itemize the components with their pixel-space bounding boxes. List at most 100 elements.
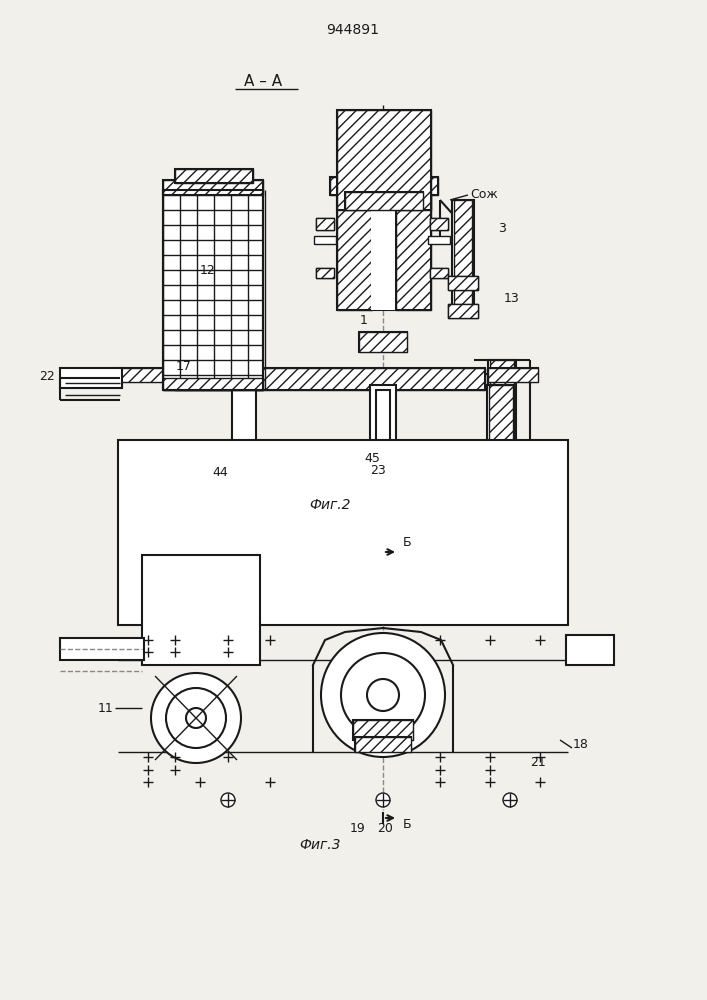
Bar <box>454 200 472 315</box>
Bar <box>370 498 396 508</box>
Bar <box>175 368 485 390</box>
Bar <box>354 452 406 470</box>
Circle shape <box>503 793 517 807</box>
Bar <box>330 177 438 195</box>
Bar <box>218 452 270 470</box>
Bar <box>488 360 516 450</box>
Text: 944891: 944891 <box>327 23 380 37</box>
Bar <box>316 218 334 230</box>
Bar <box>175 368 485 390</box>
Bar <box>448 276 478 290</box>
Circle shape <box>221 793 235 807</box>
Bar <box>316 268 334 278</box>
Text: 3: 3 <box>498 222 506 234</box>
Bar <box>452 200 474 315</box>
Bar <box>483 445 519 455</box>
Bar <box>163 180 263 195</box>
Bar <box>430 268 448 278</box>
Text: 1: 1 <box>360 314 368 326</box>
Bar <box>163 190 263 390</box>
Bar <box>368 155 398 165</box>
Bar <box>337 110 431 210</box>
Bar <box>175 169 253 183</box>
Bar <box>373 510 393 518</box>
Bar <box>228 445 260 455</box>
Bar <box>488 368 538 382</box>
Bar <box>370 498 396 508</box>
Text: 12: 12 <box>200 263 216 276</box>
Bar <box>396 178 431 310</box>
Text: 11: 11 <box>98 702 113 714</box>
Circle shape <box>243 472 253 482</box>
Bar <box>120 368 178 382</box>
Bar <box>370 178 396 310</box>
Bar <box>353 720 413 740</box>
Circle shape <box>186 708 206 728</box>
Bar <box>371 210 395 310</box>
Bar <box>118 440 568 625</box>
Bar <box>488 368 538 382</box>
Bar <box>142 555 260 665</box>
Text: Б: Б <box>403 536 411 550</box>
Bar <box>378 138 388 160</box>
Bar <box>314 236 336 244</box>
Bar <box>175 169 253 183</box>
Text: 44: 44 <box>212 466 228 479</box>
Text: 17: 17 <box>176 360 192 372</box>
Circle shape <box>381 472 391 482</box>
Bar <box>376 390 390 450</box>
Bar <box>359 332 407 352</box>
Bar <box>316 268 334 278</box>
Bar <box>353 720 413 740</box>
Text: Фиг.2: Фиг.2 <box>309 498 351 512</box>
Bar <box>487 385 515 450</box>
Text: Б: Б <box>403 818 411 832</box>
Bar <box>430 268 448 278</box>
Bar <box>482 452 534 470</box>
Bar <box>366 445 400 455</box>
Circle shape <box>151 673 241 763</box>
Bar <box>448 304 478 318</box>
Bar <box>377 114 389 120</box>
Bar <box>370 385 396 450</box>
Text: 20: 20 <box>377 822 393 834</box>
Bar <box>60 368 122 388</box>
Bar <box>60 638 144 660</box>
Bar <box>489 385 513 450</box>
Bar <box>120 368 178 382</box>
Bar <box>359 332 407 352</box>
Circle shape <box>166 688 226 748</box>
Bar <box>482 452 534 470</box>
Bar <box>345 192 423 210</box>
Bar <box>337 110 431 210</box>
Circle shape <box>341 653 425 737</box>
Bar <box>375 120 391 128</box>
Bar <box>218 452 270 470</box>
Text: 23: 23 <box>370 464 386 477</box>
Bar <box>430 218 448 230</box>
Bar <box>163 180 263 195</box>
Circle shape <box>321 633 445 757</box>
Bar <box>330 177 438 195</box>
Circle shape <box>367 679 399 711</box>
Text: 22: 22 <box>40 369 55 382</box>
Bar <box>337 178 372 310</box>
Text: 18: 18 <box>573 738 589 752</box>
Bar <box>368 155 398 165</box>
Bar <box>163 190 263 390</box>
Bar <box>355 737 411 752</box>
Bar <box>396 178 431 310</box>
Bar <box>448 304 478 318</box>
Text: Фиг.3: Фиг.3 <box>299 838 341 852</box>
Bar <box>364 166 402 178</box>
Bar <box>448 276 478 290</box>
Bar <box>355 737 411 752</box>
Bar <box>345 192 423 210</box>
Text: 19: 19 <box>350 822 366 834</box>
Bar <box>354 452 406 470</box>
Bar <box>337 178 372 310</box>
Bar <box>316 218 334 230</box>
Bar <box>373 128 393 138</box>
Text: 45: 45 <box>364 452 380 464</box>
Bar <box>566 635 614 665</box>
